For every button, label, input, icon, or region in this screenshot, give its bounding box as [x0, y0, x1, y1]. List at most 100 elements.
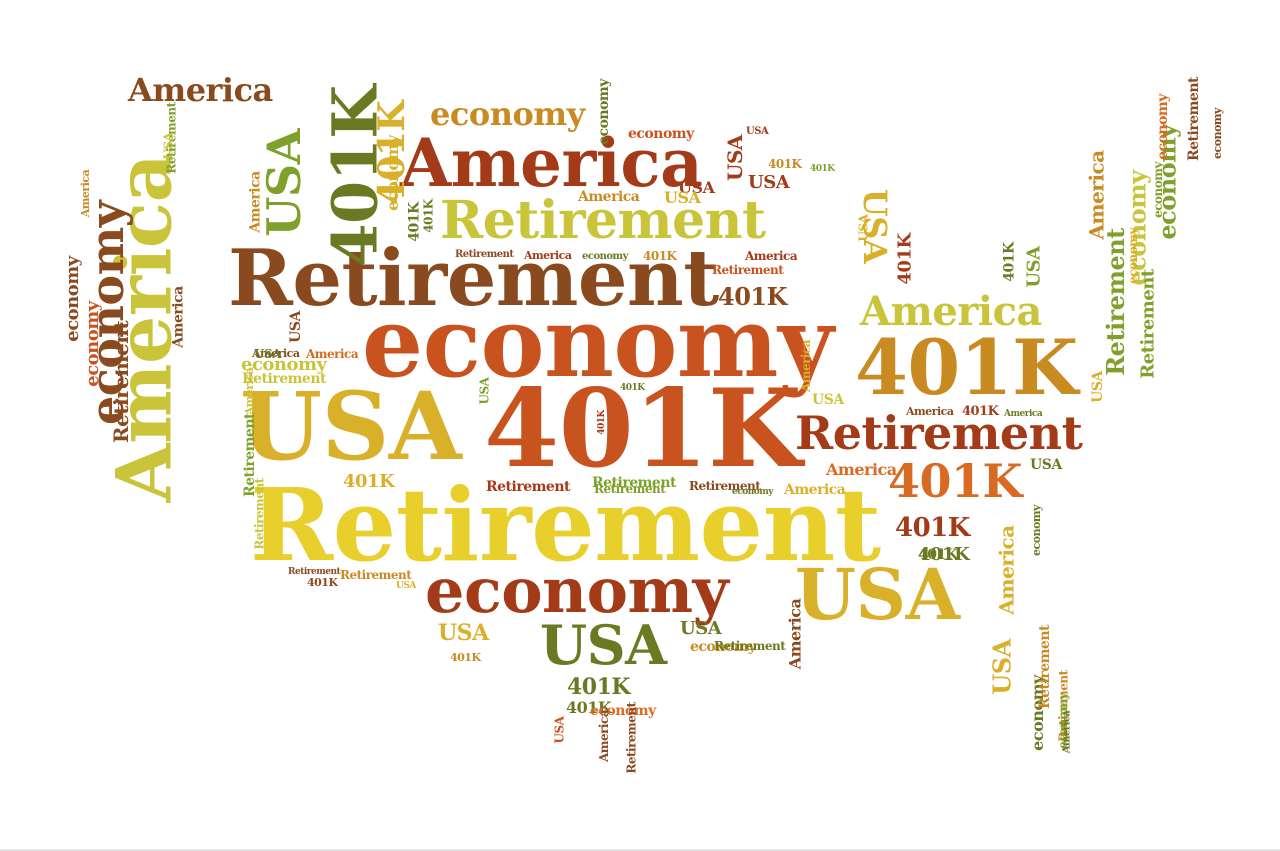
- cloud-word: 401K: [566, 698, 612, 717]
- cloud-word: Retirement: [592, 475, 676, 491]
- cloud-word: USA: [746, 126, 769, 137]
- cloud-word: Retirement: [1137, 269, 1159, 379]
- cloud-word: 401K: [1001, 242, 1018, 282]
- cloud-word: economy: [1029, 505, 1043, 556]
- cloud-word: America: [826, 460, 897, 479]
- cloud-word: America: [306, 347, 359, 361]
- cloud-word: America: [597, 709, 612, 763]
- cloud-word: economy: [81, 301, 103, 387]
- cloud-word: USA: [287, 311, 304, 343]
- cloud-word: 401K: [718, 282, 787, 311]
- cloud-word: economy: [690, 639, 756, 655]
- cloud-word: America: [170, 286, 187, 348]
- cloud-word: America: [128, 71, 273, 109]
- cloud-word: Retirement: [795, 406, 1083, 460]
- cloud-word: Retirement: [1036, 625, 1053, 709]
- cloud-word: USA: [254, 347, 281, 361]
- cloud-word: America: [745, 249, 798, 263]
- cloud-word: America: [784, 482, 846, 498]
- cloud-word: Retirement: [624, 702, 639, 774]
- cloud-word: economy: [362, 286, 834, 399]
- cloud-word: economy: [382, 135, 402, 211]
- cloud-word: USA: [795, 553, 960, 636]
- cloud-word: USA: [722, 135, 747, 181]
- cloud-word: Retirement: [1185, 77, 1202, 161]
- cloud-word: economy: [595, 79, 612, 145]
- cloud-word: 401K: [918, 544, 970, 565]
- cloud-word: USA: [540, 613, 667, 677]
- cloud-word: 401K: [768, 157, 802, 171]
- cloud-word: America: [578, 189, 640, 205]
- cloud-word: America: [243, 367, 257, 416]
- cloud-word: USA: [678, 178, 715, 197]
- cloud-word: economy: [590, 703, 656, 719]
- cloud-word: economy: [430, 95, 585, 133]
- cloud-word: America: [994, 525, 1019, 615]
- cloud-word: 401K: [567, 674, 631, 700]
- cloud-word: economy: [628, 126, 694, 142]
- cloud-word: USA: [161, 132, 176, 160]
- cloud-word: economy: [425, 554, 729, 627]
- cloud-word: 401K: [343, 471, 395, 492]
- cloud-word: USA: [812, 392, 844, 408]
- cloud-word: America: [1004, 409, 1043, 419]
- cloud-word: USA: [438, 620, 489, 646]
- cloud-word: 401K: [307, 576, 338, 589]
- cloud-word: America: [860, 288, 1042, 335]
- cloud-word: Retirement: [250, 466, 881, 584]
- cloud-word: Retirement: [712, 263, 784, 277]
- cloud-word: 401K: [894, 233, 916, 285]
- cloud-word: economy: [732, 487, 774, 497]
- cloud-word: America: [799, 339, 814, 393]
- cloud-word: USA: [856, 214, 871, 242]
- cloud-word: USA: [748, 172, 790, 193]
- cloud-word: Retirement: [455, 249, 514, 260]
- cloud-word: America: [79, 169, 93, 218]
- cloud-word: 401K: [810, 164, 835, 174]
- bottom-divider: [0, 849, 1280, 851]
- cloud-word: Retirement: [228, 233, 719, 324]
- cloud-word: economy: [241, 354, 327, 375]
- cloud-word: economy: [1125, 228, 1140, 284]
- cloud-word: America: [785, 598, 805, 670]
- cloud-word: 401K: [918, 547, 958, 563]
- cloud-word: 401K: [406, 202, 423, 242]
- cloud-word: 401K: [888, 454, 1023, 508]
- cloud-word: 401K: [895, 513, 970, 543]
- cloud-word: USA: [1023, 246, 1045, 288]
- cloud-word: economy: [582, 251, 628, 262]
- cloud-word: Retirement: [594, 482, 666, 496]
- cloud-word: economy: [1150, 162, 1165, 218]
- cloud-word: America: [1084, 150, 1109, 240]
- cloud-word: America: [1061, 710, 1073, 754]
- cloud-word: America: [247, 171, 264, 233]
- cloud-word: economy: [61, 256, 83, 342]
- cloud-word: 401K: [596, 410, 607, 435]
- cloud-word: USA: [664, 188, 701, 207]
- cloud-word: Retirement: [689, 479, 761, 493]
- cloud-word: USA: [987, 639, 1017, 695]
- cloud-word: 401K: [450, 651, 481, 664]
- cloud-word: Retirement: [440, 190, 766, 251]
- cloud-word: economy: [1154, 94, 1171, 160]
- cloud-word: America: [252, 347, 300, 360]
- cloud-word: Retirement: [288, 567, 341, 577]
- cloud-word: USA: [256, 129, 311, 237]
- cloud-word: 401K: [421, 199, 436, 233]
- cloud-word: 401K: [962, 404, 999, 419]
- cloud-word: Retirement: [340, 568, 412, 582]
- cloud-word: Retirement: [486, 479, 570, 495]
- cloud-word: USA: [477, 377, 492, 405]
- cloud-word: USA: [552, 716, 567, 744]
- cloud-word: Retirement: [252, 478, 267, 550]
- cloud-word: America: [524, 249, 572, 262]
- cloud-word: USA: [240, 372, 462, 482]
- cloud-word: USA: [1089, 371, 1106, 403]
- cloud-word: USA: [1030, 457, 1062, 473]
- cloud-word: America: [906, 405, 954, 418]
- cloud-word: 401K: [643, 249, 677, 263]
- cloud-word: 401K: [620, 383, 645, 393]
- cloud-word: USA: [396, 581, 416, 591]
- cloud-word: 401K: [855, 323, 1078, 412]
